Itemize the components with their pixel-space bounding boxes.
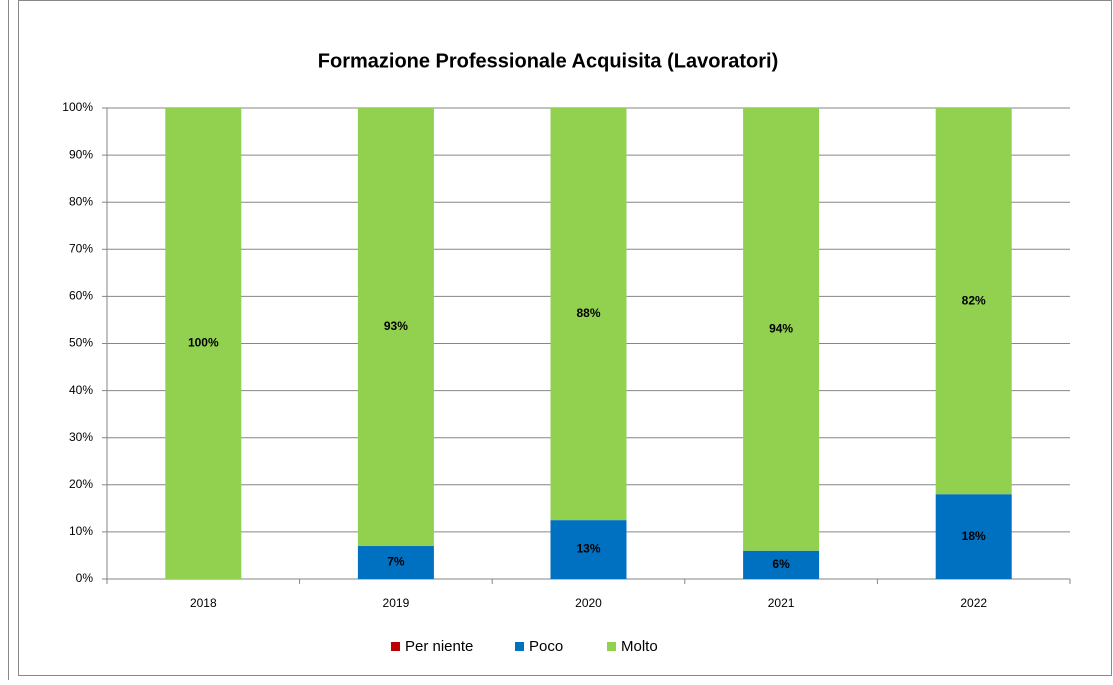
- legend-label: Molto: [621, 638, 658, 655]
- legend-label: Poco: [529, 638, 563, 655]
- y-tick-label: 80%: [69, 194, 93, 208]
- data-label: 93%: [384, 319, 408, 333]
- data-label: 82%: [962, 293, 986, 307]
- y-tick-label: 30%: [69, 430, 93, 444]
- bar-segment: [743, 550, 820, 579]
- data-label: 100%: [188, 336, 219, 350]
- y-tick-label: 50%: [69, 336, 93, 350]
- data-label: 6%: [772, 557, 790, 571]
- data-label: 88%: [576, 306, 600, 320]
- y-tick-label: 60%: [69, 289, 93, 303]
- y-tick-label: 40%: [69, 383, 93, 397]
- chart-title: Formazione Professionale Acquisita (Lavo…: [318, 50, 778, 72]
- x-tick-label: 2022: [960, 596, 987, 610]
- y-tick-label: 90%: [69, 147, 93, 161]
- x-tick-label: 2018: [190, 596, 217, 610]
- y-tick-label: 20%: [69, 477, 93, 491]
- bar-segment: [550, 520, 627, 579]
- bar-segment: [743, 108, 820, 551]
- bar-segment: [935, 494, 1012, 579]
- x-tick-label: 2021: [768, 596, 795, 610]
- y-tick-label: 10%: [69, 524, 93, 538]
- legend-label: Per niente: [405, 638, 473, 655]
- bar-segment: [550, 108, 627, 521]
- legend-swatch: [607, 642, 616, 651]
- data-label: 18%: [962, 529, 986, 543]
- bar-segment: [935, 108, 1012, 495]
- y-tick-label: 100%: [62, 100, 93, 114]
- bar-segment: [357, 546, 434, 579]
- data-label: 7%: [387, 555, 405, 569]
- bar-segment: [165, 108, 242, 579]
- bar-segment: [357, 108, 434, 547]
- x-tick-label: 2020: [575, 596, 602, 610]
- y-tick-label: 70%: [69, 241, 93, 255]
- legend-swatch: [391, 642, 400, 651]
- legend-swatch: [515, 642, 524, 651]
- data-label: 94%: [769, 322, 793, 336]
- data-label: 13%: [576, 542, 600, 556]
- y-tick-label: 0%: [76, 571, 94, 585]
- x-tick-label: 2019: [383, 596, 410, 610]
